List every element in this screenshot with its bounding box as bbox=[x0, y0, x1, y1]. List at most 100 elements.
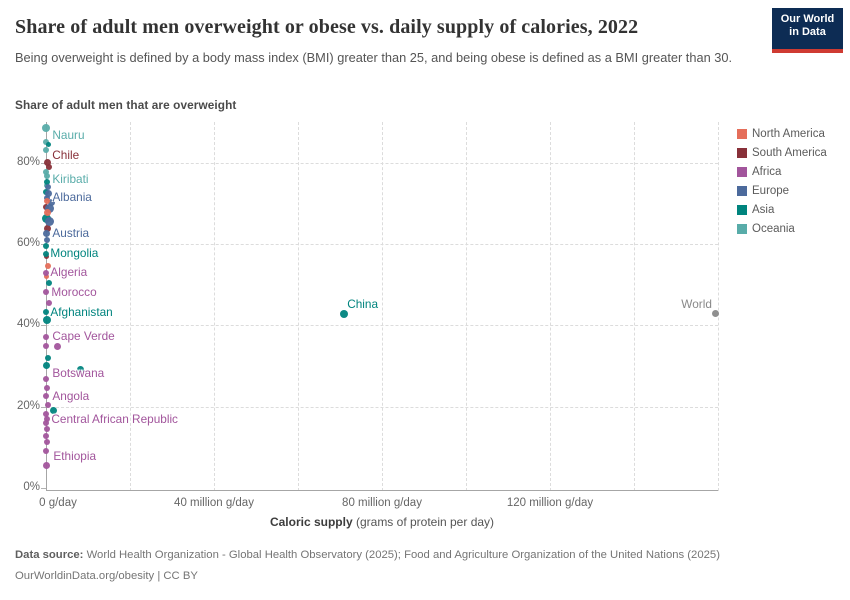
country-label-albania: Albania bbox=[52, 189, 92, 204]
data-point-world[interactable] bbox=[712, 310, 720, 318]
data-point[interactable] bbox=[42, 316, 51, 325]
x-gridline bbox=[130, 122, 131, 491]
legend-item-africa[interactable]: Africa bbox=[737, 165, 827, 179]
legend-swatch-icon bbox=[737, 129, 747, 139]
country-label-austria: Austria bbox=[52, 226, 90, 241]
data-point[interactable] bbox=[45, 280, 52, 287]
data-point[interactable] bbox=[43, 415, 50, 422]
legend-item-south-america[interactable]: South America bbox=[737, 146, 827, 160]
x-tick-label: 40 million g/day bbox=[174, 497, 254, 509]
data-point-algeria[interactable] bbox=[43, 270, 50, 277]
data-point[interactable] bbox=[43, 146, 50, 153]
legend-item-north-america[interactable]: North America bbox=[737, 127, 827, 141]
chart-subtitle: Being overweight is defined by a body ma… bbox=[15, 50, 733, 65]
x-axis-title: Caloric supply (grams of protein per day… bbox=[46, 515, 718, 529]
country-label-cape-verde: Cape Verde bbox=[52, 329, 115, 344]
data-point[interactable] bbox=[44, 183, 51, 190]
data-point[interactable] bbox=[43, 178, 50, 185]
data-point[interactable] bbox=[44, 401, 51, 408]
footer-source-prefix: Data source: bbox=[15, 549, 84, 561]
data-point[interactable] bbox=[45, 142, 51, 148]
data-point-cape-verde[interactable] bbox=[43, 334, 50, 341]
data-point-afghanistan[interactable] bbox=[43, 308, 50, 315]
data-point[interactable] bbox=[45, 217, 55, 227]
legend-label: Africa bbox=[752, 166, 782, 178]
y-tick-label: 80% bbox=[16, 155, 40, 168]
footer-license-link[interactable]: OurWorldinData.org/obesity | CC BY bbox=[15, 570, 198, 582]
y-axis-title: Share of adult men that are overweight bbox=[15, 98, 237, 112]
data-point[interactable] bbox=[44, 438, 51, 445]
x-gridline bbox=[382, 122, 383, 491]
data-point[interactable] bbox=[43, 426, 50, 433]
data-point[interactable] bbox=[43, 343, 50, 350]
data-point[interactable] bbox=[43, 138, 50, 145]
country-label-angola: Angola bbox=[52, 388, 90, 403]
y-tick-mark bbox=[41, 488, 46, 489]
x-tick-label: 120 million g/day bbox=[506, 497, 594, 509]
x-axis-title-main: Caloric supply bbox=[269, 515, 353, 529]
data-point[interactable] bbox=[43, 420, 50, 427]
data-point[interactable] bbox=[45, 204, 55, 214]
data-point-mongolia[interactable] bbox=[43, 251, 50, 258]
data-point[interactable] bbox=[46, 164, 53, 171]
data-point-chile[interactable] bbox=[43, 158, 51, 166]
y-tick-mark bbox=[41, 162, 46, 164]
data-point[interactable] bbox=[43, 209, 51, 217]
data-point-central-african-republic[interactable] bbox=[43, 410, 50, 417]
data-point-ethiopia[interactable] bbox=[42, 462, 50, 470]
country-label-world: World bbox=[681, 296, 712, 311]
legend-label: Asia bbox=[752, 204, 775, 216]
legend-item-asia[interactable]: Asia bbox=[737, 203, 827, 217]
country-label-morocco: Morocco bbox=[51, 285, 97, 300]
data-point[interactable] bbox=[45, 262, 52, 269]
y-axis-line bbox=[46, 122, 47, 491]
data-point[interactable] bbox=[45, 355, 52, 362]
data-point-china[interactable] bbox=[340, 309, 349, 318]
country-label-nauru: Nauru bbox=[52, 127, 85, 142]
x-gridline bbox=[466, 122, 467, 491]
legend-swatch-icon bbox=[737, 186, 747, 196]
data-point[interactable] bbox=[53, 342, 61, 350]
country-label-kiribati: Kiribati bbox=[52, 171, 89, 186]
x-axis-title-unit: (grams of protein per day) bbox=[352, 515, 495, 529]
data-point[interactable] bbox=[49, 406, 57, 414]
data-point-kiribati[interactable] bbox=[43, 168, 50, 175]
data-point[interactable] bbox=[44, 173, 51, 180]
x-gridline bbox=[718, 122, 719, 491]
data-point[interactable] bbox=[42, 362, 50, 370]
country-label-botswana: Botswana bbox=[52, 365, 105, 380]
x-tick-label: 80 million g/day bbox=[342, 497, 422, 509]
y-tick-label: 40% bbox=[16, 318, 40, 331]
data-point-nauru[interactable] bbox=[42, 123, 51, 132]
data-point[interactable] bbox=[43, 236, 50, 243]
x-axis-line bbox=[46, 490, 718, 491]
data-point-austria[interactable] bbox=[42, 229, 50, 237]
data-point[interactable] bbox=[43, 447, 50, 454]
legend-item-oceania[interactable]: Oceania bbox=[737, 222, 827, 236]
data-point-botswana[interactable] bbox=[43, 375, 50, 382]
data-point-albania[interactable] bbox=[45, 190, 53, 198]
data-point[interactable] bbox=[43, 197, 50, 204]
data-point[interactable] bbox=[44, 274, 50, 280]
country-label-algeria: Algeria bbox=[50, 265, 88, 280]
country-label-mongolia: Mongolia bbox=[50, 246, 99, 261]
x-gridline bbox=[634, 122, 635, 491]
data-point[interactable] bbox=[44, 224, 52, 232]
owid-logo[interactable]: Our World in Data bbox=[772, 8, 843, 53]
legend-swatch-icon bbox=[737, 148, 747, 158]
country-label-central-african-republic: Central African Republic bbox=[51, 411, 178, 426]
data-point[interactable] bbox=[45, 299, 52, 306]
country-label-afghanistan: Afghanistan bbox=[50, 304, 113, 319]
data-point[interactable] bbox=[43, 242, 50, 249]
data-point[interactable] bbox=[43, 384, 50, 391]
data-point-morocco[interactable] bbox=[43, 289, 50, 296]
data-point[interactable] bbox=[43, 432, 50, 439]
data-point[interactable] bbox=[76, 365, 84, 373]
legend-label: North America bbox=[752, 128, 825, 140]
legend-item-europe[interactable]: Europe bbox=[737, 184, 827, 198]
footer-source-text: World Health Organization - Global Healt… bbox=[83, 549, 720, 561]
data-point[interactable] bbox=[47, 199, 55, 207]
data-point-angola[interactable] bbox=[43, 392, 50, 399]
x-gridline bbox=[550, 122, 551, 491]
